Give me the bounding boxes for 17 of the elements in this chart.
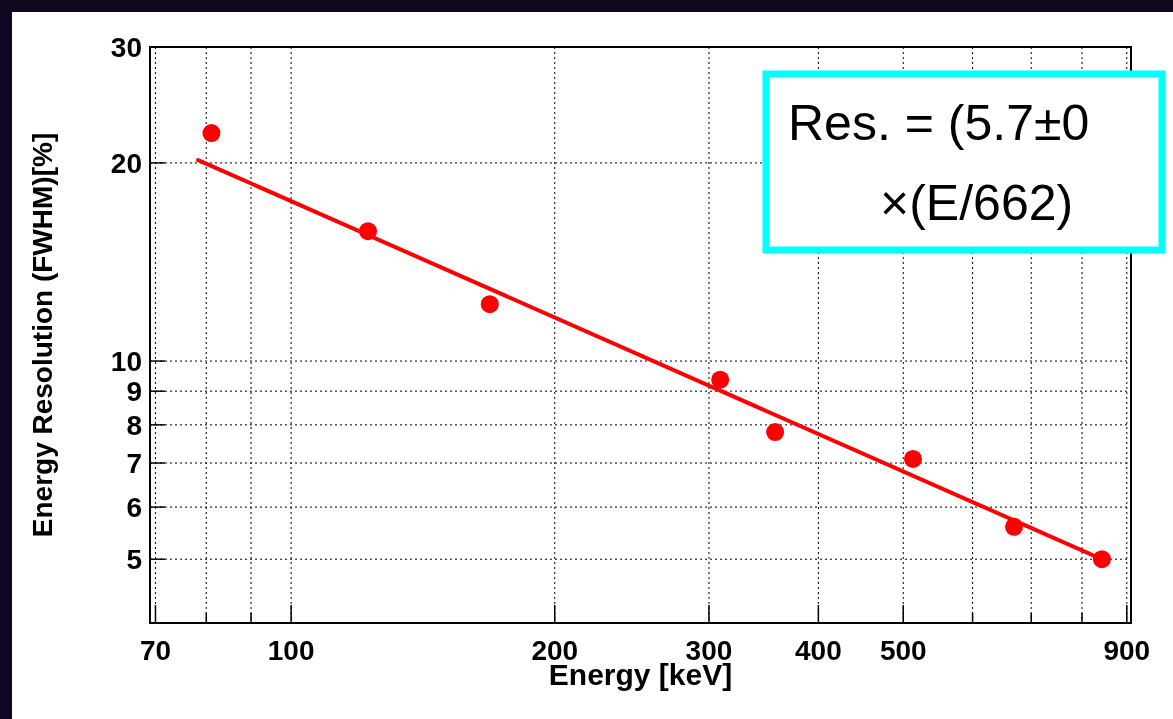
x-tick-label: 900: [1103, 635, 1151, 666]
y-tick-label: 5: [126, 544, 142, 576]
annotation: Res. = (5.7±0: [788, 95, 1090, 151]
y-tick-label: 10: [110, 345, 142, 377]
y-tick-label: 7: [126, 447, 142, 479]
x-tick-label: 70: [139, 635, 172, 666]
annotation: ×(E/662): [880, 175, 1074, 231]
y-tick-label: 9: [126, 375, 142, 407]
y-tick-label: 6: [126, 491, 142, 523]
x-tick-label: 100: [267, 635, 315, 666]
y-tick-label: 30: [110, 31, 142, 63]
x-tick-label: 200: [531, 635, 579, 666]
x-tick-label: 400: [795, 635, 842, 666]
y-tick-label: 20: [110, 147, 142, 179]
y-axis-title: Energy Resolution (FWHM)[%]: [27, 132, 58, 538]
y-tick-label: 8: [126, 409, 142, 441]
x-tick-label: 500: [879, 635, 927, 666]
